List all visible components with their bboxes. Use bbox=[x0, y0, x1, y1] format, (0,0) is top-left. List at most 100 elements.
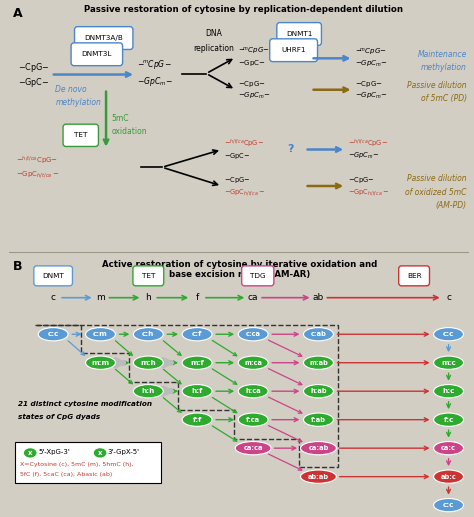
Text: $-$GpC$-$: $-$GpC$-$ bbox=[18, 76, 49, 89]
Ellipse shape bbox=[303, 328, 333, 341]
Text: m:ab: m:ab bbox=[309, 360, 328, 366]
Ellipse shape bbox=[434, 328, 464, 341]
Text: $-GpC_m\!-$: $-GpC_m\!-$ bbox=[355, 59, 388, 69]
FancyBboxPatch shape bbox=[63, 124, 99, 146]
Ellipse shape bbox=[182, 356, 212, 369]
Ellipse shape bbox=[434, 385, 464, 398]
Text: $-GpC_m\!-$: $-GpC_m\!-$ bbox=[355, 90, 388, 101]
Text: ab:c: ab:c bbox=[441, 474, 456, 480]
Text: states of CpG dyads: states of CpG dyads bbox=[18, 414, 100, 420]
Ellipse shape bbox=[238, 385, 268, 398]
Text: c:c: c:c bbox=[47, 331, 59, 337]
Text: c:m: c:m bbox=[93, 331, 108, 337]
Ellipse shape bbox=[133, 356, 163, 369]
Text: f:ab: f:ab bbox=[311, 417, 326, 423]
Ellipse shape bbox=[86, 356, 116, 369]
Text: m:f: m:f bbox=[190, 360, 204, 366]
Text: Passive dilution: Passive dilution bbox=[407, 81, 467, 90]
FancyBboxPatch shape bbox=[399, 266, 429, 286]
Text: 21 distinct cytosine modification: 21 distinct cytosine modification bbox=[18, 401, 152, 407]
Text: DNA: DNA bbox=[206, 29, 222, 38]
Text: h:c: h:c bbox=[442, 388, 455, 394]
Text: m: m bbox=[96, 293, 105, 302]
Ellipse shape bbox=[238, 356, 268, 369]
Text: m:c: m:c bbox=[441, 360, 456, 366]
Ellipse shape bbox=[93, 448, 107, 458]
Ellipse shape bbox=[434, 498, 464, 512]
Text: of 5mC (PD): of 5mC (PD) bbox=[421, 94, 467, 103]
Text: ca:ab: ca:ab bbox=[308, 445, 328, 451]
Text: $-^{h/t/ca}$CpG$-$: $-^{h/t/ca}$CpG$-$ bbox=[17, 154, 58, 165]
Text: c:h: c:h bbox=[142, 331, 155, 337]
Text: m:m: m:m bbox=[91, 360, 109, 366]
Text: UHRF1: UHRF1 bbox=[282, 47, 306, 53]
Text: DNMT: DNMT bbox=[42, 273, 64, 279]
Ellipse shape bbox=[133, 328, 163, 341]
Text: B: B bbox=[13, 260, 23, 272]
Text: $-\!^mCpG\!-$: $-\!^mCpG\!-$ bbox=[238, 45, 270, 57]
Ellipse shape bbox=[182, 385, 212, 398]
Text: $-^{h/t/ca}$CpG$-$: $-^{h/t/ca}$CpG$-$ bbox=[348, 138, 388, 149]
FancyBboxPatch shape bbox=[15, 443, 161, 483]
Text: methylation: methylation bbox=[55, 98, 101, 108]
Text: c:c: c:c bbox=[443, 331, 454, 337]
Text: $-\!^mCpG\!-$: $-\!^mCpG\!-$ bbox=[355, 47, 387, 58]
Ellipse shape bbox=[434, 442, 464, 455]
Ellipse shape bbox=[23, 448, 37, 458]
Text: $-$CpG$-$: $-$CpG$-$ bbox=[238, 79, 266, 88]
Text: $-$CpG$-$: $-$CpG$-$ bbox=[348, 175, 374, 185]
Ellipse shape bbox=[434, 413, 464, 427]
FancyBboxPatch shape bbox=[270, 39, 318, 62]
Ellipse shape bbox=[303, 356, 333, 369]
Ellipse shape bbox=[301, 442, 337, 455]
Text: $-$CpG$-$: $-$CpG$-$ bbox=[355, 79, 383, 88]
Text: f:c: f:c bbox=[443, 417, 454, 423]
Text: c:f: c:f bbox=[192, 331, 202, 337]
Ellipse shape bbox=[434, 356, 464, 369]
Text: 5mC: 5mC bbox=[111, 114, 129, 123]
Ellipse shape bbox=[303, 413, 333, 427]
Text: DNMT3L: DNMT3L bbox=[82, 51, 112, 57]
Text: 5'-XpG-3': 5'-XpG-3' bbox=[38, 449, 70, 455]
Text: 3'-GpX-5': 3'-GpX-5' bbox=[108, 449, 139, 455]
Text: DNMT3A/B: DNMT3A/B bbox=[84, 35, 123, 41]
Text: $-\!^mCpG\!-$: $-\!^mCpG\!-$ bbox=[137, 58, 172, 71]
Text: f:f: f:f bbox=[192, 417, 202, 423]
Text: Maintenance: Maintenance bbox=[418, 50, 467, 59]
Text: De novo: De novo bbox=[55, 85, 87, 94]
Text: BER: BER bbox=[407, 273, 421, 279]
Text: $-$CpG$-$: $-$CpG$-$ bbox=[18, 61, 49, 74]
Text: $-$GpC$_{h/t/ca}-$: $-$GpC$_{h/t/ca}-$ bbox=[224, 187, 265, 198]
Text: $-$GpC$_{h/t/ca}-$: $-$GpC$_{h/t/ca}-$ bbox=[17, 170, 60, 180]
Text: Active restoration of cytosine by iterative oxidation and
base excision repair (: Active restoration of cytosine by iterat… bbox=[102, 260, 377, 279]
Text: ca: ca bbox=[248, 293, 258, 302]
Text: $-$GpC$_{h/t/ca}-$: $-$GpC$_{h/t/ca}-$ bbox=[348, 187, 389, 198]
FancyBboxPatch shape bbox=[277, 23, 321, 45]
Text: DNMT1: DNMT1 bbox=[286, 31, 312, 37]
Text: c:ca: c:ca bbox=[246, 331, 261, 337]
Ellipse shape bbox=[133, 385, 163, 398]
Text: c: c bbox=[446, 293, 451, 302]
Text: TET: TET bbox=[142, 273, 155, 279]
Text: ab:ab: ab:ab bbox=[308, 474, 329, 480]
Text: h: h bbox=[146, 293, 151, 302]
Text: ?: ? bbox=[288, 144, 294, 154]
Ellipse shape bbox=[303, 385, 333, 398]
Text: h:f: h:f bbox=[191, 388, 203, 394]
Text: X=Cytosine (c), 5mC (m), 5hmC (h),: X=Cytosine (c), 5mC (m), 5hmC (h), bbox=[20, 462, 134, 467]
Text: $-$GpC$-$: $-$GpC$-$ bbox=[224, 151, 251, 161]
FancyBboxPatch shape bbox=[133, 266, 164, 286]
Text: $-$CpG$-$: $-$CpG$-$ bbox=[224, 175, 251, 185]
Ellipse shape bbox=[238, 328, 268, 341]
Text: Passive restoration of cytosine by replication-dependent dilution: Passive restoration of cytosine by repli… bbox=[84, 5, 403, 14]
Text: h:ca: h:ca bbox=[245, 388, 261, 394]
Ellipse shape bbox=[235, 442, 271, 455]
Ellipse shape bbox=[182, 413, 212, 427]
Text: $-GpC_m\!-$: $-GpC_m\!-$ bbox=[238, 90, 271, 101]
Ellipse shape bbox=[238, 413, 268, 427]
Text: ab: ab bbox=[313, 293, 324, 302]
Text: Passive dilution: Passive dilution bbox=[407, 174, 467, 184]
Text: replication: replication bbox=[194, 43, 235, 53]
Text: oxidation: oxidation bbox=[111, 127, 147, 136]
Text: m:ca: m:ca bbox=[244, 360, 262, 366]
